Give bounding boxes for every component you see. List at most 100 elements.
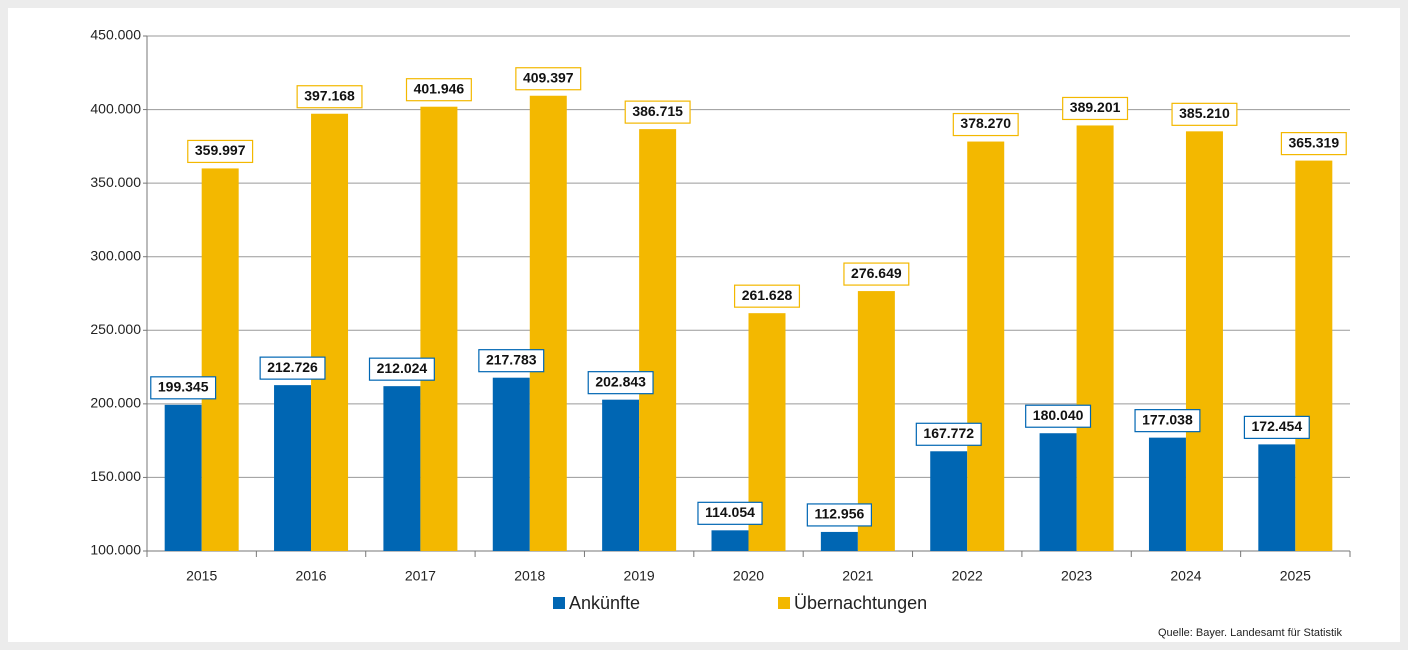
value-label-box bbox=[1025, 404, 1092, 428]
value-label-box bbox=[478, 349, 545, 373]
value-label-text: 212.024 bbox=[377, 360, 428, 376]
value-label: 202.843 bbox=[587, 371, 654, 395]
value-label-box bbox=[259, 356, 326, 380]
value-label-box bbox=[624, 100, 691, 124]
value-label-box bbox=[806, 503, 872, 527]
value-label-box bbox=[1243, 415, 1310, 439]
x-tick-label: 2015 bbox=[186, 568, 217, 584]
bar bbox=[1076, 125, 1114, 551]
bar bbox=[274, 385, 312, 551]
value-label-box bbox=[952, 112, 1019, 137]
value-label-text: 385.210 bbox=[1179, 105, 1230, 121]
bar bbox=[967, 141, 1005, 551]
bar bbox=[1039, 433, 1077, 551]
value-label: 172.454 bbox=[1243, 415, 1310, 439]
value-label-box bbox=[405, 78, 472, 102]
value-label: 112.956 bbox=[806, 503, 872, 527]
value-label-box bbox=[733, 284, 801, 308]
bar bbox=[529, 95, 567, 551]
y-tick-label: 350.000 bbox=[90, 174, 141, 190]
bar bbox=[711, 530, 749, 551]
value-label-text: 167.772 bbox=[923, 425, 974, 441]
value-label: 180.040 bbox=[1025, 404, 1092, 428]
x-tick-label: 2016 bbox=[295, 568, 326, 584]
value-label: 397.168 bbox=[296, 85, 363, 109]
value-label-box bbox=[843, 262, 910, 286]
legend-swatch bbox=[778, 597, 790, 609]
value-label: 177.038 bbox=[1134, 409, 1201, 433]
value-label-text: 276.649 bbox=[851, 265, 902, 281]
y-tick-label: 400.000 bbox=[90, 100, 141, 116]
x-tick-label: 2024 bbox=[1170, 568, 1201, 584]
value-label-text: 397.168 bbox=[304, 87, 355, 103]
bar bbox=[164, 404, 202, 551]
bar bbox=[492, 377, 530, 551]
value-label-text: 261.628 bbox=[742, 287, 793, 303]
value-label-box bbox=[296, 85, 363, 109]
x-tick-label: 2022 bbox=[952, 568, 983, 584]
value-label-text: 365.319 bbox=[1289, 134, 1340, 150]
value-label-box bbox=[1171, 102, 1238, 126]
value-label: 359.997 bbox=[187, 139, 254, 164]
value-label-box bbox=[587, 371, 654, 395]
value-label: 365.319 bbox=[1280, 132, 1347, 156]
bar bbox=[1295, 160, 1333, 551]
value-label: 276.649 bbox=[843, 262, 910, 286]
value-label-text: 112.956 bbox=[814, 506, 864, 522]
value-label-text: 177.038 bbox=[1142, 411, 1193, 427]
value-label-box bbox=[1062, 96, 1129, 121]
value-label-box bbox=[368, 357, 435, 381]
value-label: 386.715 bbox=[624, 100, 691, 124]
value-label: 167.772 bbox=[915, 422, 982, 446]
x-tick-label: 2018 bbox=[514, 568, 545, 584]
value-label-text: 409.397 bbox=[523, 69, 574, 85]
value-label-box bbox=[187, 139, 254, 164]
bar bbox=[311, 113, 349, 551]
x-tick-label: 2023 bbox=[1061, 568, 1092, 584]
value-label-text: 389.201 bbox=[1070, 99, 1121, 115]
bar bbox=[820, 531, 858, 551]
legend-label: Ankünfte bbox=[569, 593, 640, 613]
bar bbox=[201, 168, 239, 551]
value-label: 199.345 bbox=[150, 376, 217, 400]
value-label: 385.210 bbox=[1171, 102, 1238, 126]
value-label-box bbox=[1134, 409, 1201, 433]
value-label-text: 114.054 bbox=[705, 504, 755, 520]
y-tick-label: 150.000 bbox=[90, 468, 141, 484]
y-tick-label: 450.000 bbox=[90, 27, 141, 43]
y-tick-label: 100.000 bbox=[90, 542, 141, 558]
value-label-text: 386.715 bbox=[632, 103, 683, 119]
value-label: 389.201 bbox=[1062, 96, 1129, 121]
value-label-text: 180.040 bbox=[1033, 407, 1084, 423]
bar bbox=[602, 399, 640, 551]
value-label: 409.397 bbox=[515, 67, 582, 91]
bar bbox=[1148, 437, 1186, 551]
legend-label: Übernachtungen bbox=[794, 593, 927, 613]
value-label: 261.628 bbox=[733, 284, 801, 308]
source: Quelle: Bayer. Landesamt für Statistik bbox=[1158, 627, 1343, 639]
value-label-text: 217.783 bbox=[486, 351, 537, 367]
value-label-text: 401.946 bbox=[414, 80, 465, 96]
y-tick-label: 300.000 bbox=[90, 247, 141, 263]
value-label-text: 359.997 bbox=[195, 142, 246, 158]
bar bbox=[1258, 444, 1296, 551]
value-label: 212.726 bbox=[259, 356, 326, 380]
x-tick-label: 2020 bbox=[733, 568, 764, 584]
value-label-text: 378.270 bbox=[960, 115, 1011, 131]
bar bbox=[1185, 131, 1223, 551]
value-label: 401.946 bbox=[405, 78, 472, 102]
x-tick-label: 2021 bbox=[842, 568, 873, 584]
legend-swatch bbox=[553, 597, 565, 609]
value-label-box bbox=[915, 422, 982, 446]
y-tick-label: 200.000 bbox=[90, 395, 141, 411]
value-label-text: 202.843 bbox=[595, 373, 646, 389]
bar bbox=[420, 106, 458, 551]
bar bbox=[639, 129, 677, 551]
value-label-box bbox=[697, 501, 763, 525]
value-label-box bbox=[515, 67, 582, 91]
bar bbox=[383, 386, 421, 551]
value-label: 114.054 bbox=[697, 501, 763, 525]
value-label: 378.270 bbox=[952, 112, 1019, 137]
value-label-text: 212.726 bbox=[267, 359, 318, 375]
